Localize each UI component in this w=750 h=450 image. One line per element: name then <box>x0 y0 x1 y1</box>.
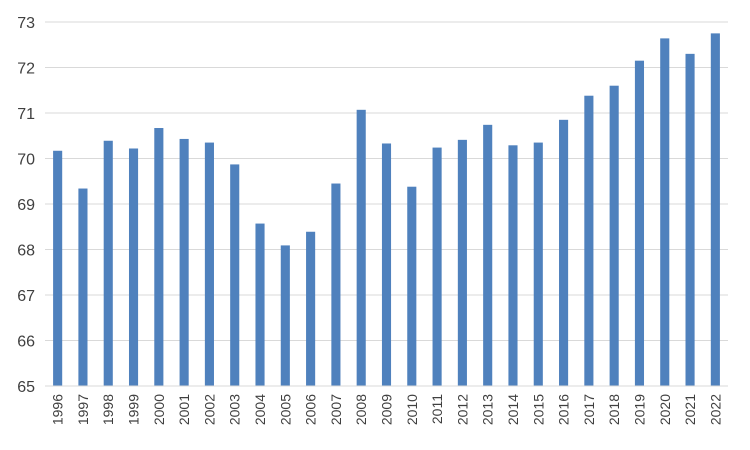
x-tick-label: 1997 <box>75 394 91 425</box>
bar-1998 <box>103 140 113 386</box>
y-tick-label: 69 <box>17 197 35 214</box>
bar-2012 <box>457 139 467 386</box>
bar-2002 <box>204 142 214 386</box>
x-tick-label: 2013 <box>480 394 496 425</box>
bar-1997 <box>78 188 88 386</box>
bar-2015 <box>533 142 543 386</box>
bar-2001 <box>179 138 189 386</box>
y-tick-label: 65 <box>17 379 35 396</box>
x-tick-label: 2003 <box>227 394 243 425</box>
bar-2005 <box>280 245 290 386</box>
bar-2022 <box>710 33 720 386</box>
x-tick-label: 2019 <box>631 394 647 425</box>
y-tick-label: 71 <box>17 106 35 123</box>
x-tick-label: 2005 <box>277 394 293 425</box>
x-tick-label: 2004 <box>252 394 268 425</box>
y-axis-ticks: 65 66 67 68 69 70 71 72 73 <box>17 15 35 396</box>
x-tick-label: 2006 <box>303 394 319 425</box>
x-tick-label: 2011 <box>429 394 445 424</box>
y-tick-label: 73 <box>17 15 35 32</box>
y-tick-label: 72 <box>17 61 35 78</box>
bar-2003 <box>230 164 240 386</box>
bar-1996 <box>53 150 63 386</box>
x-tick-label: 2001 <box>176 394 192 425</box>
bar-2013 <box>483 124 493 386</box>
bar-2016 <box>559 119 569 386</box>
bar-2017 <box>584 95 594 387</box>
x-tick-label: 2007 <box>328 394 344 425</box>
x-tick-label: 2018 <box>606 394 622 425</box>
bar-2007 <box>331 183 341 386</box>
bar-2004 <box>255 223 265 386</box>
y-tick-label: 66 <box>17 334 35 351</box>
x-tick-label: 2022 <box>707 394 723 425</box>
x-tick-label: 2012 <box>454 394 470 425</box>
x-tick-label: 2002 <box>201 394 217 425</box>
x-tick-label: 2016 <box>556 394 572 425</box>
y-tick-label: 67 <box>17 288 35 305</box>
x-tick-label: 2020 <box>657 394 673 425</box>
x-tick-label: 1998 <box>100 394 116 425</box>
bars <box>53 33 720 387</box>
x-tick-label: 2009 <box>379 394 395 425</box>
bar-2018 <box>609 85 619 386</box>
x-tick-label: 1996 <box>50 394 66 425</box>
x-tick-label: 2017 <box>581 394 597 425</box>
x-tick-label: 2010 <box>404 394 420 425</box>
bar-2000 <box>154 128 164 386</box>
x-tick-label: 2014 <box>505 394 521 425</box>
bar-2009 <box>381 143 392 386</box>
bar-2008 <box>356 109 366 386</box>
bar-2010 <box>407 186 417 386</box>
bar-2019 <box>634 60 645 387</box>
x-axis-ticks: 1996 1997 1998 1999 2000 2001 2002 2003 2004 2005… <box>50 394 724 425</box>
bar-2020 <box>660 38 670 386</box>
x-tick-label: 2015 <box>530 394 546 425</box>
bar-1999 <box>128 148 139 386</box>
bar-2006 <box>306 231 316 386</box>
x-tick-label: 1999 <box>126 394 142 425</box>
y-tick-label: 70 <box>17 152 35 169</box>
bar-2011 <box>432 147 442 386</box>
bar-2021 <box>685 53 695 386</box>
x-tick-label: 2021 <box>682 394 698 425</box>
x-tick-label: 2000 <box>151 394 167 425</box>
y-tick-label: 68 <box>17 243 35 260</box>
bar-2014 <box>508 145 518 386</box>
x-tick-label: 2008 <box>353 394 369 425</box>
